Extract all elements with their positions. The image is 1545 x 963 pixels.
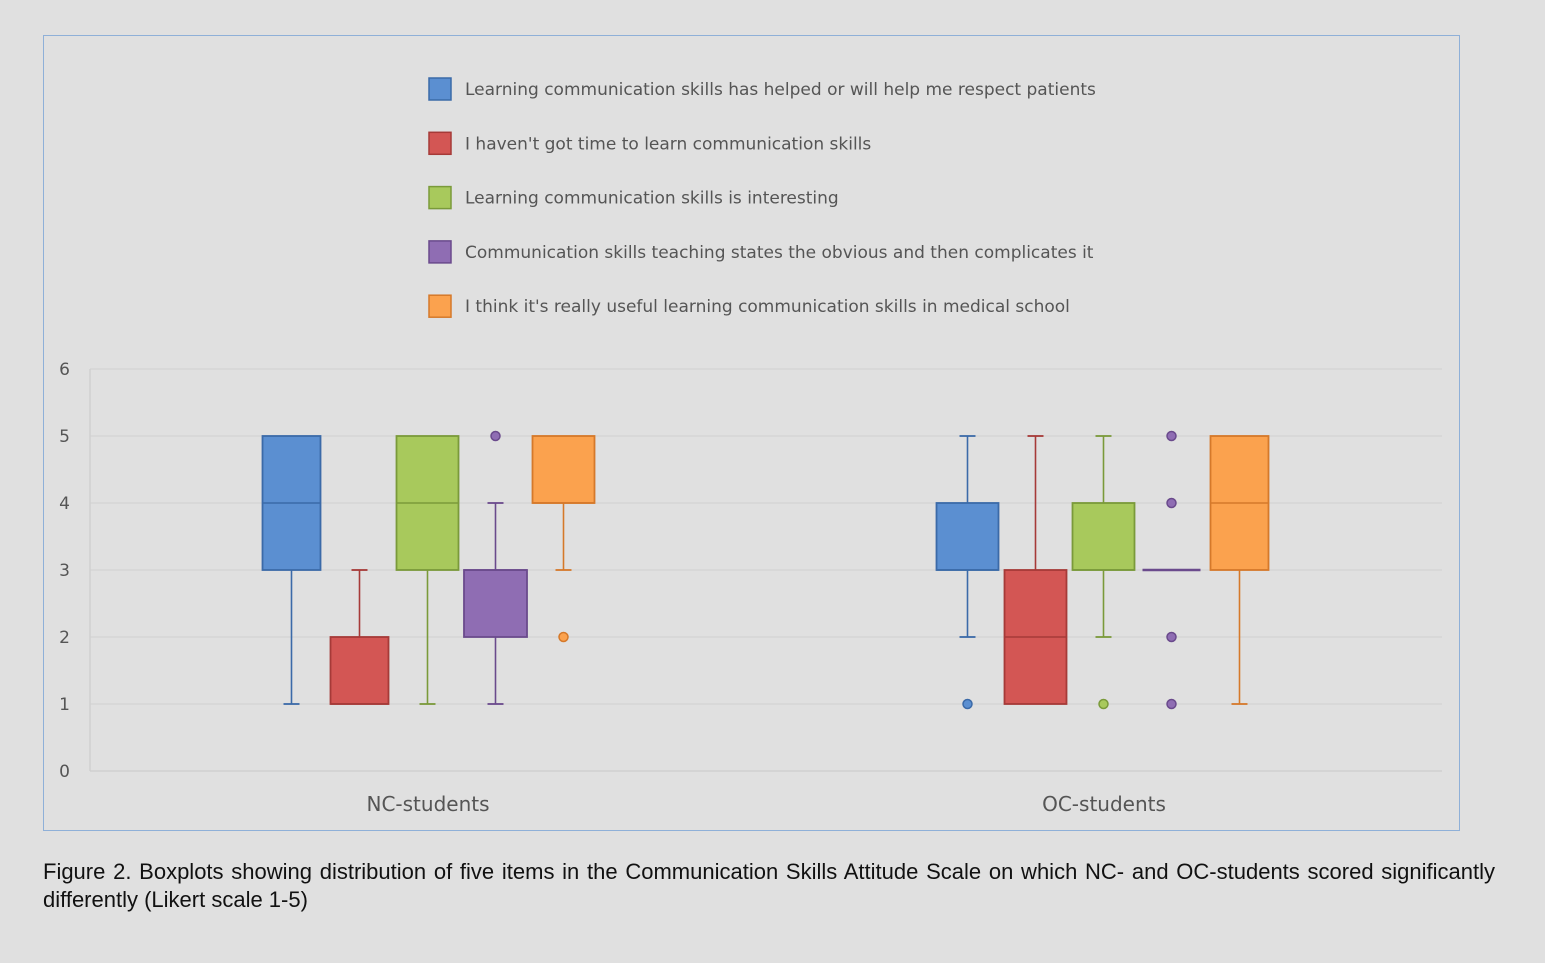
legend-swatch-3 [428,185,452,210]
y-tick-label-0: 0 [59,762,70,782]
box-s1-g2 [935,502,1000,571]
y-tick-label-2: 2 [59,628,70,648]
outlier-s3-g2-1 [1098,698,1109,710]
box-s3-g2 [1071,502,1136,571]
legend-label-1: Learning communication skills has helped… [465,80,1096,100]
y-tick-label-4: 4 [59,494,70,514]
outlier-s4-g1-1 [490,430,501,442]
chart-frame: 0 1 2 3 4 5 6 Learning communication skills has… [43,35,1460,831]
legend-label-2: I haven't got time to learn communicatio… [465,134,871,154]
category-label-2: OC-students [1042,792,1166,816]
box-s5-g1 [531,435,596,504]
legend-label-4: Communication skills teaching states the… [465,243,1094,263]
legend-swatch-5 [428,294,452,318]
y-tick-label-5: 5 [59,427,70,447]
y-tick-label-6: 6 [59,360,70,380]
category-label-1: NC-students [366,792,489,816]
box-s2-g1 [329,636,390,705]
outlier-s4-g2-2 [1166,631,1177,643]
legend-swatch-4 [428,240,452,264]
outlier-s4-g2-1 [1166,698,1177,710]
legend-swatch-2 [428,131,452,156]
legend-swatch-1 [428,77,452,101]
y-tick-label-1: 1 [59,695,70,715]
outlier-s4-g2-4 [1166,430,1177,442]
outlier-s5-g1-1 [558,631,569,643]
y-tick-label-3: 3 [59,561,70,581]
figure-caption: Figure 2. Boxplots showing distribution … [43,859,1495,912]
outlier-s4-g2-3 [1166,497,1177,509]
outlier-s1-g2-1 [962,698,973,710]
box-s4-g1 [463,569,528,638]
legend-label-3: Learning communication skills is interes… [465,189,839,209]
boxplot-chart: 0 1 2 3 4 5 6 Learning communication skills has… [59,77,1442,816]
legend-label-5: I think it's really useful learning comm… [465,297,1070,317]
